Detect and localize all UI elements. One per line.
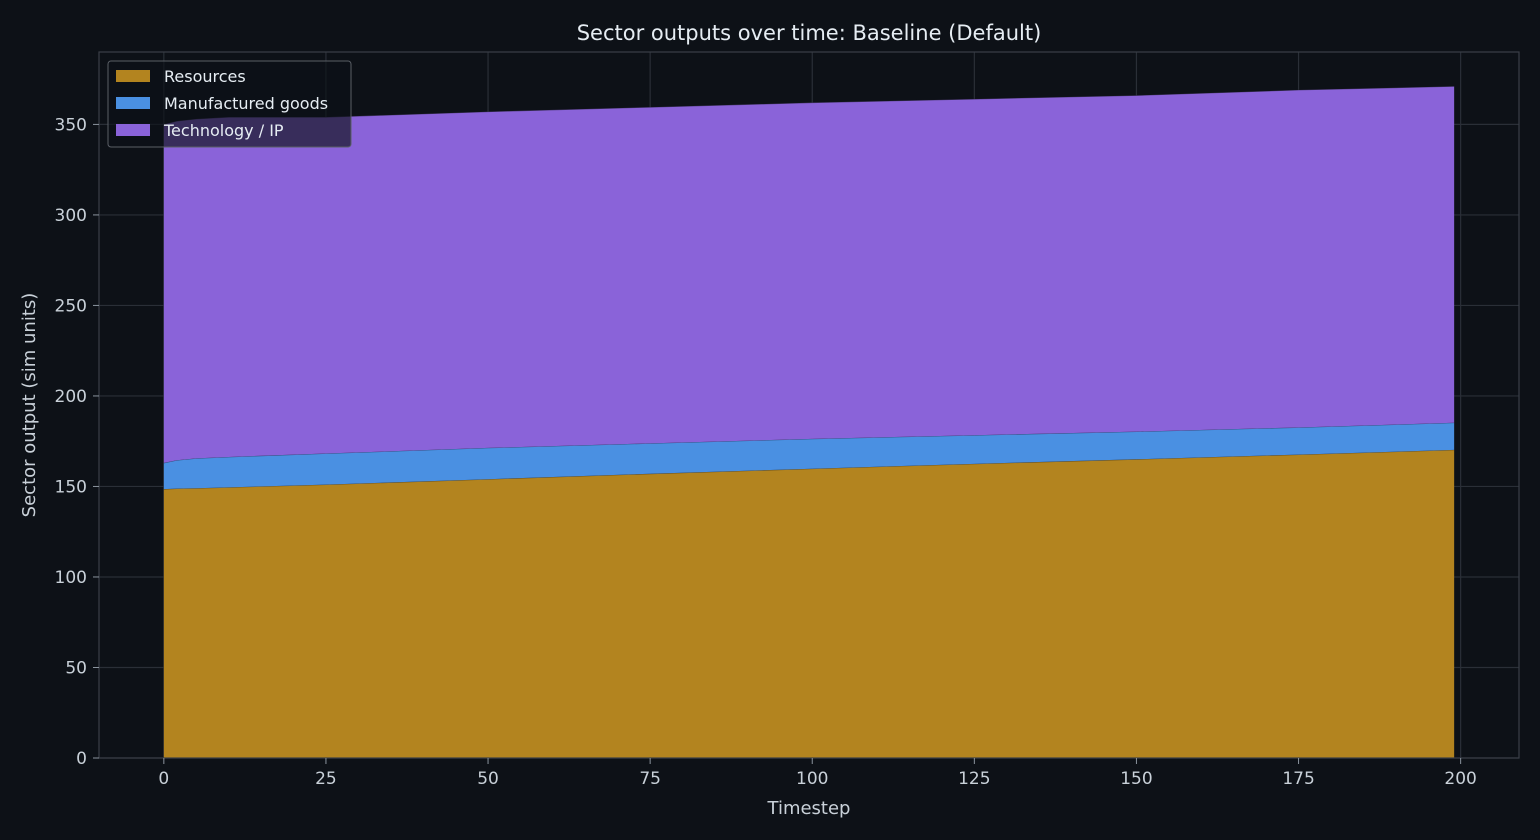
x-tick-label: 150 <box>1120 769 1152 789</box>
chart-title: Sector outputs over time: Baseline (Defa… <box>577 21 1042 45</box>
x-tick-label: 25 <box>315 769 337 789</box>
y-tick-label: 50 <box>65 658 87 678</box>
axis-ticks: 0 25 50 75 100 125 150 175 200 0 50 100 150 200 250 300… <box>55 115 1477 789</box>
stacked-areas <box>163 85 1455 758</box>
x-tick-label: 200 <box>1444 769 1476 789</box>
x-tick-label: 125 <box>958 769 990 789</box>
legend-swatch <box>116 124 150 136</box>
legend-box <box>107 60 352 148</box>
area-resources <box>163 449 1455 758</box>
x-tick-label: 175 <box>1282 769 1314 789</box>
plot-frame <box>98 51 1520 759</box>
x-tick-label: 0 <box>158 769 169 789</box>
legend-label: Resources <box>164 67 246 86</box>
legend-label: Manufactured goods <box>164 94 328 113</box>
y-tick-label: 250 <box>55 296 87 316</box>
legend-label: Technology / IP <box>163 121 284 140</box>
legend: Resources Manufactured goods Technology / … <box>107 60 352 148</box>
y-tick-label: 300 <box>55 206 87 226</box>
x-tick-label: 50 <box>477 769 499 789</box>
area-boundary-line <box>163 449 1455 490</box>
y-tick-label: 100 <box>55 568 87 588</box>
x-axis-label: Timestep <box>767 798 851 819</box>
x-tick-label: 75 <box>639 769 661 789</box>
legend-swatch <box>116 70 150 82</box>
y-axis-label: Sector output (sim units) <box>19 293 40 518</box>
area-technology-ip <box>163 86 1455 463</box>
y-tick-label: 0 <box>76 749 87 769</box>
legend-swatch <box>116 97 150 109</box>
area-manufactured-goods <box>163 422 1455 490</box>
y-tick-label: 350 <box>55 115 87 135</box>
y-tick-label: 150 <box>55 477 87 497</box>
x-tick-label: 100 <box>796 769 828 789</box>
y-tick-label: 200 <box>55 387 87 407</box>
